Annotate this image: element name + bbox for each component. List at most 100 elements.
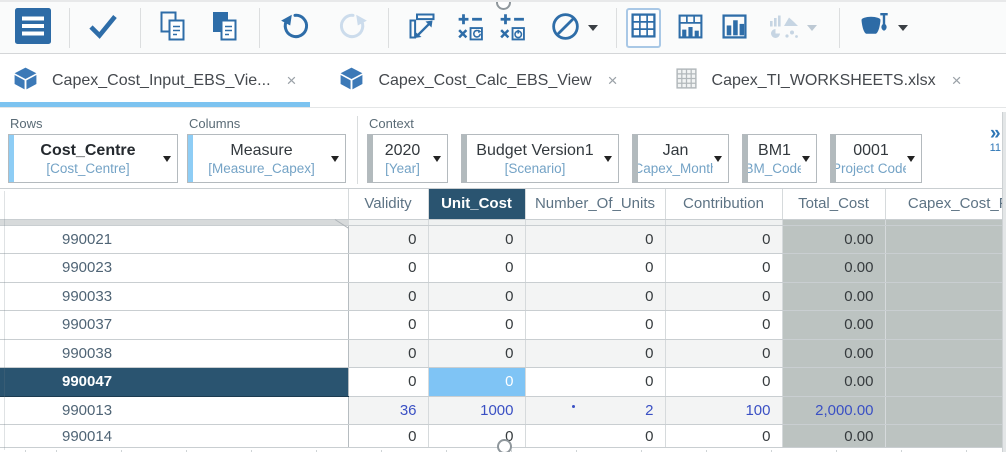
cell[interactable]: 0 [428,225,526,254]
column-header-capex-cost-per[interactable]: Capex_Cost_Per [885,189,1006,220]
selected-cell[interactable]: 0 [428,367,526,397]
cell[interactable]: 0.00 [782,310,886,340]
splitter-handle-bottom[interactable] [497,439,512,452]
grid-and-chart-view-button[interactable] [675,11,706,45]
redo-button[interactable] [335,9,371,46]
context-chip-year[interactable]: 2020 [Year] [367,134,448,183]
column-header-number-of-units[interactable]: Number_Of_Units [525,189,666,220]
cell[interactable]: 0 [525,310,666,340]
column-header-contribution[interactable]: Contribution [665,189,783,220]
column-header-validity[interactable]: Validity [348,189,429,220]
row-header[interactable]: 990021 [0,225,349,254]
cell[interactable]: 0 [525,253,666,283]
row-header[interactable]: 990033 [0,282,349,311]
cell[interactable] [885,225,1006,254]
cell[interactable]: 0 [348,367,429,397]
cell[interactable]: 1000 [428,396,526,425]
cell[interactable]: 0.00 [782,282,886,311]
context-chip-scenario[interactable]: Budget Version1 [Scenario] [461,134,619,183]
row-header[interactable]: 990013 [0,396,349,425]
row-header[interactable]: 990014 [0,424,349,448]
cell[interactable]: 0 [665,225,783,254]
cell[interactable]: 0 [525,339,666,368]
column-header-unit-cost-selected[interactable]: Unit_Cost [428,189,526,220]
table-row: 990014 0 0 0 0 0.00 [0,424,1006,448]
resize-widget-button[interactable] [405,9,439,46]
cell[interactable]: 0 [348,339,429,368]
add-remove-recalc-button[interactable] [453,10,486,46]
context-chip-project-code[interactable]: 0001 [Project Code] [830,134,922,183]
commit-button[interactable] [83,7,123,48]
visualizations-button[interactable] [765,10,819,45]
more-dimensions-button[interactable]: » 11 [990,114,1001,188]
cell[interactable]: 0 [525,367,666,397]
vertical-scrollbar-track[interactable] [1002,112,1006,452]
paste-button[interactable] [208,8,242,47]
cell[interactable]: 0 [428,339,526,368]
grid-view-button[interactable] [626,7,661,48]
cell[interactable]: 0 [348,225,429,254]
grid-corner-cell[interactable] [0,189,349,220]
row-header[interactable]: 990038 [0,339,349,368]
chart-view-button[interactable] [719,11,750,45]
suppress-zeros-button[interactable] [547,8,600,48]
menu-button[interactable] [12,5,54,50]
cell[interactable]: 0 [665,367,783,397]
cell[interactable]: 0 [348,424,429,448]
tab-capex-ti-worksheets[interactable]: Capex_TI_WORKSHEETS.xlsx × [662,54,976,107]
chip-stripe [462,135,467,182]
row-header[interactable]: 990023 [0,253,349,283]
copy-button[interactable] [156,8,190,47]
cell[interactable]: 0 [665,339,783,368]
tab-label: Capex_Cost_Calc_EBS_View [378,71,592,89]
tab-close-icon[interactable]: × [607,71,618,90]
splitter-handle-top[interactable] [496,2,511,10]
column-header-total-cost[interactable]: Total_Cost [782,189,886,220]
cell[interactable] [885,396,1006,425]
tab-capex-cost-calc-ebs-view[interactable]: Capex_Cost_Calc_EBS_View × [326,54,631,107]
rows-axis: Rows Cost_Centre [Cost_Centre] [8,114,178,188]
sandbox-button[interactable] [857,9,910,47]
cell[interactable]: 0 [348,310,429,340]
cell[interactable]: 0 [348,282,429,311]
cell[interactable]: 0.00 [782,367,886,397]
cell[interactable] [885,339,1006,368]
cell[interactable]: 0 [665,310,783,340]
cell[interactable]: 0 [665,424,783,448]
tab-close-icon[interactable]: × [286,71,297,90]
add-remove-power-button[interactable] [495,10,528,46]
cell[interactable] [885,253,1006,283]
row-header-selected[interactable]: 990047 [0,367,349,397]
cell-with-comment[interactable]: 2 [525,396,666,425]
rows-dimension-chip[interactable]: Cost_Centre [Cost_Centre] [8,134,178,183]
dimension-bar: Rows Cost_Centre [Cost_Centre] Columns M… [0,108,1006,189]
chip-member: Jan [662,141,689,159]
cell[interactable]: 100 [665,396,783,425]
context-chip-capex-month[interactable]: Jan [Capex_Month] [632,134,729,183]
cell[interactable]: 0 [428,282,526,311]
cell[interactable] [885,282,1006,311]
cell[interactable]: 0 [525,225,666,254]
cell[interactable]: 0 [665,253,783,283]
cell[interactable]: 0 [428,310,526,340]
row-header[interactable]: 990037 [0,310,349,340]
cell[interactable] [885,367,1006,397]
cell[interactable]: 0 [665,282,783,311]
cell[interactable]: 0 [525,424,666,448]
cell[interactable] [885,424,1006,448]
cell[interactable]: 0 [428,253,526,283]
columns-dimension-chip[interactable]: Measure [Measure_Capex] [187,134,346,183]
cell[interactable]: 0.00 [782,253,886,283]
tab-close-icon[interactable]: × [951,71,962,90]
context-chip-bm-code[interactable]: BM1 [BM_Code] [742,134,817,183]
cell[interactable]: 0.00 [782,225,886,254]
cell[interactable]: 0 [348,253,429,283]
cell[interactable]: 36 [348,396,429,425]
cell[interactable]: 2,000.00 [782,396,886,425]
cell[interactable]: 0 [525,282,666,311]
undo-button[interactable] [277,9,313,46]
tab-capex-cost-input-ebs-view[interactable]: Capex_Cost_Input_EBS_Vie... × [0,54,311,107]
cell[interactable]: 0.00 [782,424,886,448]
cell[interactable]: 0.00 [782,339,886,368]
cell[interactable] [885,310,1006,340]
